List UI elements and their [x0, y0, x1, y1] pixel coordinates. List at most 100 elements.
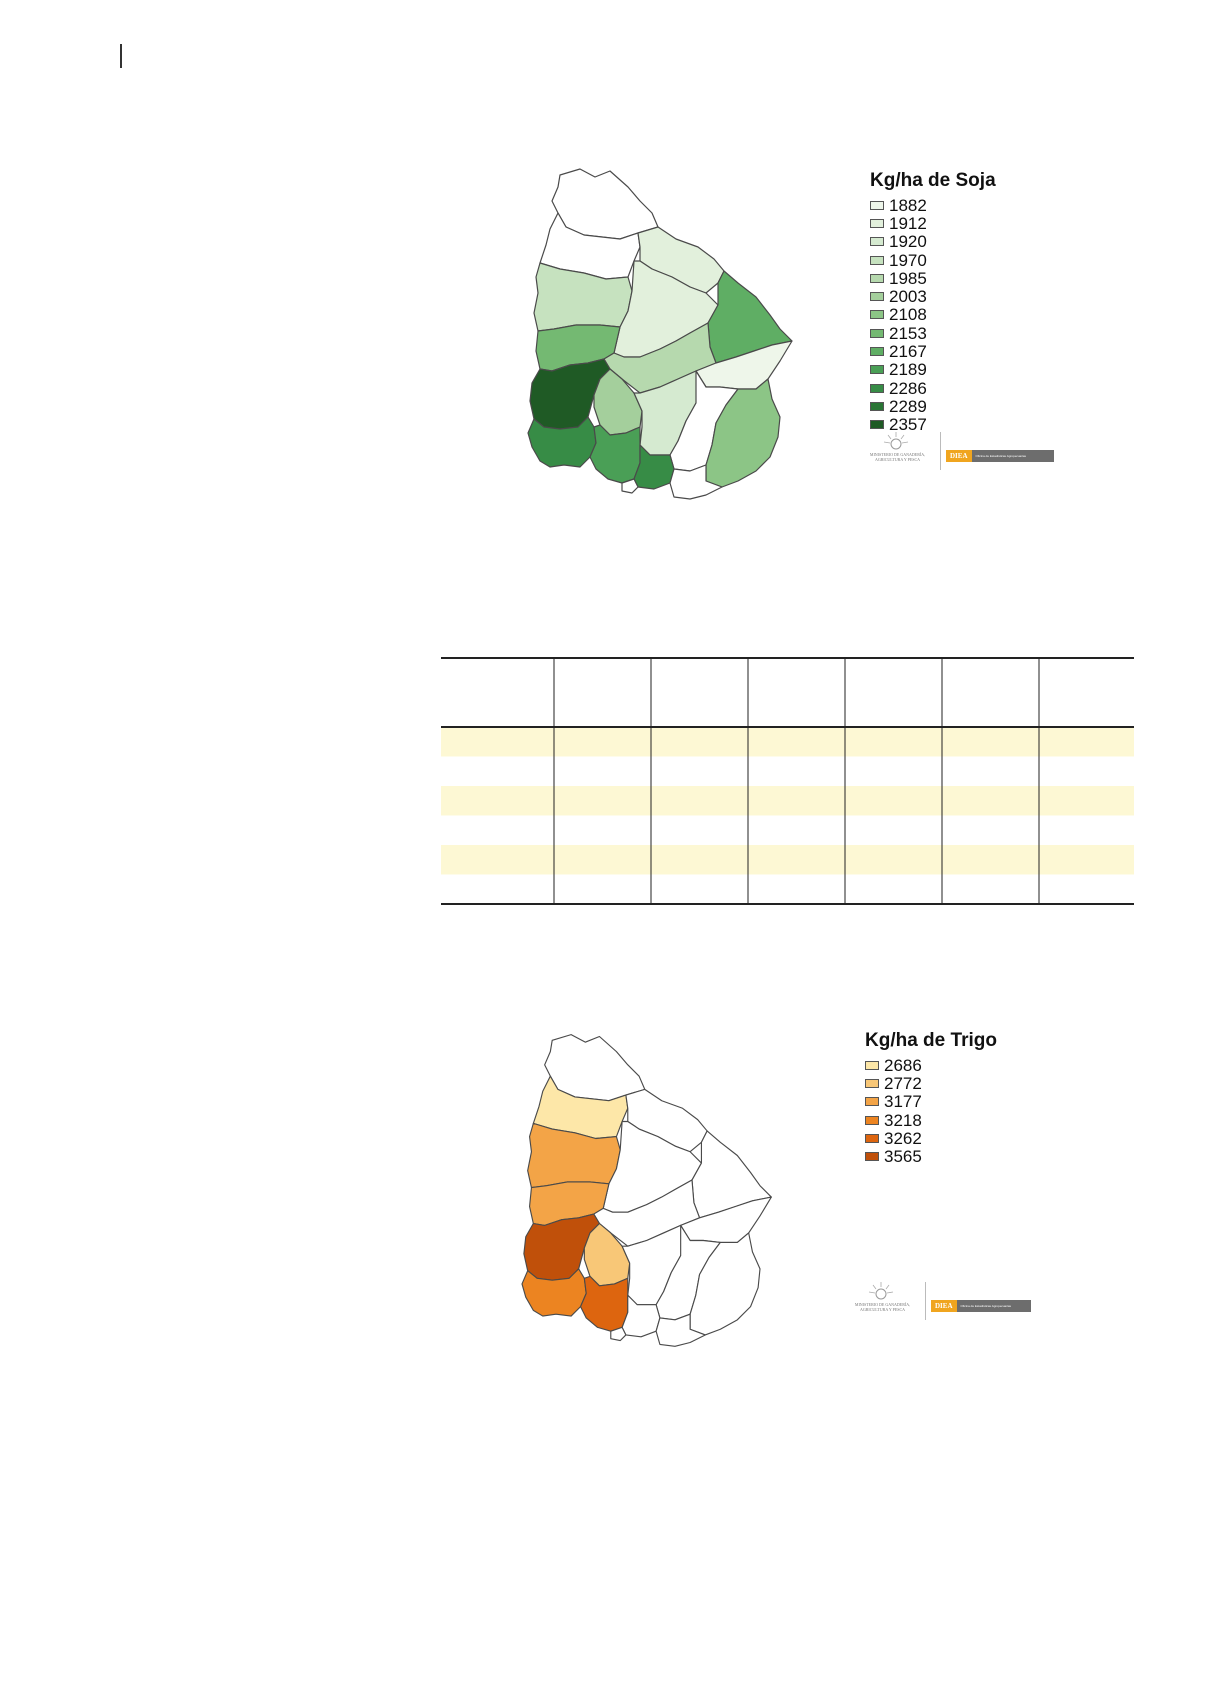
- legend-item: 2686: [865, 1056, 997, 1074]
- department-rocha: [705, 378, 781, 488]
- legend-title: Kg/ha de Trigo: [865, 1030, 997, 1051]
- legend-swatch: [870, 292, 884, 302]
- legend-swatch: [870, 255, 884, 265]
- table-row: [441, 756, 1134, 786]
- department-canelones: [621, 1294, 661, 1338]
- department-soriano: [523, 1213, 601, 1281]
- table-row: [441, 815, 1134, 845]
- legend-label: 2286: [889, 378, 927, 398]
- legend-label: 2108: [889, 305, 927, 325]
- legend-label: 1970: [889, 250, 927, 270]
- diea-bar-text: Oficina de Estadísticas Agropecuarias: [960, 1304, 1012, 1308]
- legend-swatch: [865, 1097, 879, 1107]
- legend-label: 1985: [889, 268, 927, 288]
- trigo-legend: Kg/ha de Trigo 2686 2772 3177 3218 3262 3565: [865, 1030, 997, 1166]
- legend-item: 2289: [870, 397, 996, 415]
- department-salto: [539, 212, 641, 280]
- legend-item: 2772: [865, 1074, 997, 1092]
- legend-swatch: [870, 347, 884, 357]
- legend-item: 2153: [870, 324, 996, 342]
- legend-item: 3262: [865, 1129, 997, 1147]
- legend-label: 1882: [889, 195, 927, 215]
- legend-swatch: [870, 200, 884, 210]
- logo-divider: [925, 1282, 926, 1320]
- legend-item: 2286: [870, 379, 996, 397]
- table-row: [441, 874, 1134, 904]
- ministry-name: MINISTERIO DE GANADERÍA, AGRICULTURA Y P…: [854, 1302, 911, 1312]
- legend-item: 3177: [865, 1093, 997, 1111]
- legend-swatch: [870, 383, 884, 393]
- legend-list: 2686 2772 3177 3218 3262 3565: [865, 1056, 997, 1166]
- legend-item: 2108: [870, 306, 996, 324]
- department-canelones: [633, 444, 675, 490]
- department-soriano: [529, 358, 611, 430]
- legend-item: 2167: [870, 342, 996, 360]
- legend-item: 1920: [870, 233, 996, 251]
- diea-tag: DIEA: [931, 1300, 957, 1312]
- table-row: [441, 727, 1134, 757]
- legend-item: 1985: [870, 269, 996, 287]
- department-rocha: [689, 1232, 761, 1336]
- legend-item: 1912: [870, 214, 996, 232]
- department-maldonado: [669, 464, 723, 500]
- legend-label: 1920: [889, 232, 927, 252]
- legend-swatch: [865, 1060, 879, 1070]
- data-table: [441, 657, 1134, 917]
- legend-item: 1970: [870, 251, 996, 269]
- legend-swatch: [870, 365, 884, 375]
- diea-tag: DIEA: [946, 450, 972, 462]
- legend-label: 2357: [889, 415, 927, 435]
- soja-yield-map: Kg/ha de Soja 1882 1912 1920 1970 1985 2003 21…: [510, 165, 1054, 555]
- department-maldonado: [655, 1313, 706, 1347]
- legend-label: 2289: [889, 396, 927, 416]
- legend-swatch: [870, 273, 884, 283]
- department-montevideo: [610, 1326, 627, 1342]
- department-montevideo: [621, 478, 639, 494]
- legend-label: 2153: [889, 323, 927, 343]
- legend-swatch: [870, 218, 884, 228]
- legend-swatch: [865, 1133, 879, 1143]
- department-salto: [532, 1075, 629, 1140]
- legend-label: 3262: [884, 1128, 922, 1148]
- legend-item: 3565: [865, 1147, 997, 1165]
- legend-swatch: [865, 1078, 879, 1088]
- legend-swatch: [870, 328, 884, 338]
- legend-label: 2189: [889, 360, 927, 380]
- legend-item: 2003: [870, 287, 996, 305]
- legend-list: 1882 1912 1920 1970 1985 2003 2108 2153 2167 2189…: [870, 196, 996, 434]
- legend-label: 3565: [884, 1147, 922, 1167]
- ministry-logo: MINISTERIO DE GANADERÍA, AGRICULTURA Y P…: [860, 430, 1054, 470]
- legend-item: 3218: [865, 1111, 997, 1129]
- legend-label: 2772: [884, 1073, 922, 1093]
- ministry-logo: MINISTERIO DE GANADERÍA, AGRICULTURA Y P…: [845, 1280, 1031, 1320]
- legend-item: 2357: [870, 416, 996, 434]
- legend-title: Kg/ha de Soja: [870, 170, 996, 191]
- legend-item: 2189: [870, 361, 996, 379]
- logo-divider: [940, 432, 941, 470]
- legend-swatch: [865, 1115, 879, 1125]
- diea-bar: DIEA Oficina de Estadísticas Agropecuari…: [946, 450, 1054, 462]
- diea-bar-text: Oficina de Estadísticas Agropecuarias: [975, 454, 1027, 458]
- legend-label: 3218: [884, 1110, 922, 1130]
- table-grid: [441, 657, 1134, 905]
- table-row: [441, 845, 1134, 875]
- legend-label: 2167: [889, 342, 927, 362]
- legend-swatch: [870, 310, 884, 320]
- diea-bar: DIEA Oficina de Estadísticas Agropecuari…: [931, 1300, 1031, 1312]
- trigo-yield-map: Kg/ha de Trigo 2686 2772 3177 3218 3262 3565 …: [505, 1025, 1031, 1405]
- soja-department-map: [527, 168, 793, 500]
- trigo-department-map: [521, 1034, 772, 1347]
- legend-label: 3177: [884, 1092, 922, 1112]
- sun-emblem-icon: [868, 1282, 894, 1300]
- table-row: [441, 786, 1134, 816]
- legend-label: 2003: [889, 287, 927, 307]
- legend-swatch: [870, 401, 884, 411]
- page-margin-mark: [120, 44, 122, 68]
- ministry-name: MINISTERIO DE GANADERÍA, AGRICULTURA Y P…: [869, 452, 926, 462]
- legend-item: 1882: [870, 196, 996, 214]
- sun-emblem-icon: [883, 432, 909, 450]
- legend-swatch: [870, 237, 884, 247]
- legend-label: 2686: [884, 1055, 922, 1075]
- soja-legend: Kg/ha de Soja 1882 1912 1920 1970 1985 2003 21…: [870, 170, 996, 434]
- legend-swatch: [870, 420, 884, 430]
